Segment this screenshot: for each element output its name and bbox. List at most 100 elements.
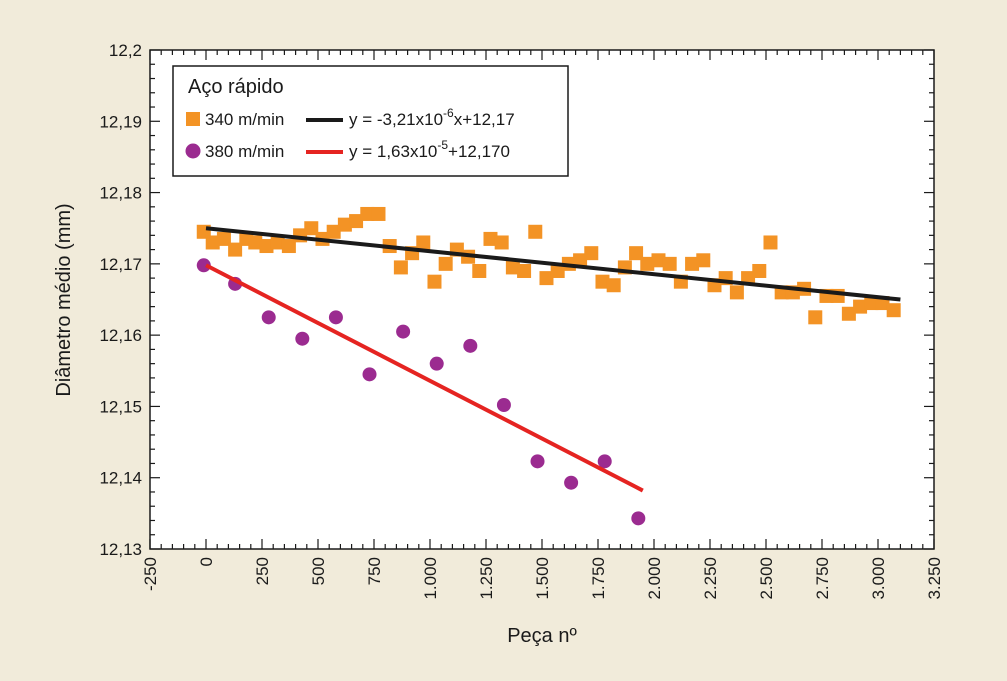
- data-point-340: [205, 235, 220, 250]
- data-point-380: [631, 511, 646, 526]
- data-point-380: [564, 475, 579, 490]
- y-tick-label: 12,17: [99, 255, 142, 274]
- legend-box: [172, 65, 569, 177]
- data-point-340: [808, 310, 823, 325]
- legend-fit-equation-380-suffix: +12,170: [448, 142, 510, 161]
- x-tick-label: 0: [197, 557, 216, 566]
- data-point-340: [864, 296, 879, 311]
- x-tick-label: 2.000: [645, 557, 664, 600]
- data-point-340: [259, 239, 274, 254]
- data-point-340: [505, 260, 520, 275]
- data-point-340: [651, 253, 666, 268]
- x-tick-label: 500: [309, 557, 328, 585]
- data-point-340: [494, 235, 509, 250]
- x-tick-label: 3.250: [925, 557, 944, 600]
- data-point-380: [463, 338, 478, 353]
- data-point-340: [763, 235, 778, 250]
- legend-fit-equation-380: y = 1,63x10-5+12,170: [349, 138, 510, 161]
- data-point-340: [270, 235, 285, 250]
- y-tick-label: 12,14: [99, 469, 142, 488]
- data-point-380: [362, 367, 377, 382]
- series-340-m-min: [196, 206, 901, 325]
- data-point-380: [261, 310, 276, 325]
- data-point-340: [326, 224, 341, 239]
- data-point-380: [530, 454, 545, 469]
- data-point-340: [685, 256, 700, 271]
- data-point-380: [328, 310, 343, 325]
- data-point-340: [606, 278, 621, 293]
- data-point-340: [528, 224, 543, 239]
- data-point-340: [360, 206, 375, 221]
- y-tick-label: 12,18: [99, 184, 142, 203]
- data-point-340: [427, 274, 442, 289]
- data-point-340: [696, 253, 711, 268]
- data-point-380: [196, 258, 211, 273]
- data-point-340: [853, 299, 868, 314]
- y-tick-label: 12,13: [99, 540, 142, 559]
- y-tick-label: 12,19: [99, 112, 142, 131]
- fit-line: [205, 263, 644, 493]
- legend-fit-equation-340-exponent: -6: [443, 106, 454, 120]
- x-tick-label: 3.000: [869, 557, 888, 600]
- data-point-340: [595, 274, 610, 289]
- data-point-340: [550, 263, 565, 278]
- data-point-340: [228, 242, 243, 257]
- data-point-340: [483, 231, 498, 246]
- legend-marker-circle: [185, 143, 201, 159]
- legend-fit-equation-380-base: y = 1,63x10: [349, 142, 437, 161]
- x-tick-label: 2.250: [701, 557, 720, 600]
- data-point-340: [841, 306, 856, 321]
- x-axis-title: Peça nº: [507, 625, 577, 647]
- x-tick-labels: -250 0 250 500 750 1.000 1.250 1.500 1.750 2.000 2…: [141, 557, 944, 600]
- fit-lines: [205, 226, 901, 493]
- y-tick-label: 12,16: [99, 326, 142, 345]
- data-point-340: [216, 231, 231, 246]
- data-point-380: [396, 324, 411, 339]
- y-tick-label: 12,15: [99, 397, 142, 416]
- legend-fit-equation-340: y = -3,21x10-6x+12,17: [349, 106, 515, 129]
- legend: Aço rápido 340 m/min y = -3,21x10-6x+12,…: [172, 65, 569, 177]
- x-tick-label: 1.250: [477, 557, 496, 600]
- legend-label-380: 380 m/min: [205, 142, 284, 161]
- data-point-340: [393, 260, 408, 275]
- data-point-340: [752, 263, 767, 278]
- x-tick-label: -250: [141, 557, 160, 591]
- data-point-340: [371, 206, 386, 221]
- data-point-380: [429, 356, 444, 371]
- data-point-340: [337, 217, 352, 232]
- data-point-340: [416, 235, 431, 250]
- x-tick-label: 1.750: [589, 557, 608, 600]
- y-tick-labels: 12,13 12,14 12,15 12,16 12,17 12,18 12,19 12,2: [99, 41, 142, 559]
- data-point-340: [573, 253, 588, 268]
- data-point-380: [496, 398, 511, 413]
- x-tick-label: 1.500: [533, 557, 552, 600]
- x-tick-label: 1.000: [421, 557, 440, 600]
- legend-title: Aço rápido: [188, 76, 284, 98]
- data-point-340: [349, 214, 364, 229]
- data-point-340: [248, 235, 263, 250]
- data-point-340: [629, 246, 644, 261]
- data-point-340: [517, 263, 532, 278]
- data-point-340: [304, 221, 319, 236]
- legend-fit-equation-380-exponent: -5: [437, 138, 448, 152]
- y-tick-label: 12,2: [109, 41, 142, 60]
- data-point-340: [584, 246, 599, 261]
- data-point-340: [281, 239, 296, 254]
- data-point-340: [640, 256, 655, 271]
- legend-marker-square: [186, 112, 200, 126]
- legend-fit-equation-340-base: y = -3,21x10: [349, 110, 443, 129]
- legend-label-340: 340 m/min: [205, 110, 284, 129]
- y-axis-title: Diâmetro médio (mm): [53, 203, 75, 396]
- data-point-340: [662, 256, 677, 271]
- x-tick-label: 2.500: [757, 557, 776, 600]
- axis-ticks: [149, 49, 935, 550]
- data-point-340: [438, 256, 453, 271]
- legend-fit-equation-340-suffix: x+12,17: [454, 110, 515, 129]
- data-point-380: [597, 454, 612, 469]
- data-point-340: [729, 285, 744, 300]
- x-tick-label: 2.750: [813, 557, 832, 600]
- data-point-340: [539, 271, 554, 286]
- fit-line: [205, 226, 901, 302]
- data-point-340: [886, 303, 901, 318]
